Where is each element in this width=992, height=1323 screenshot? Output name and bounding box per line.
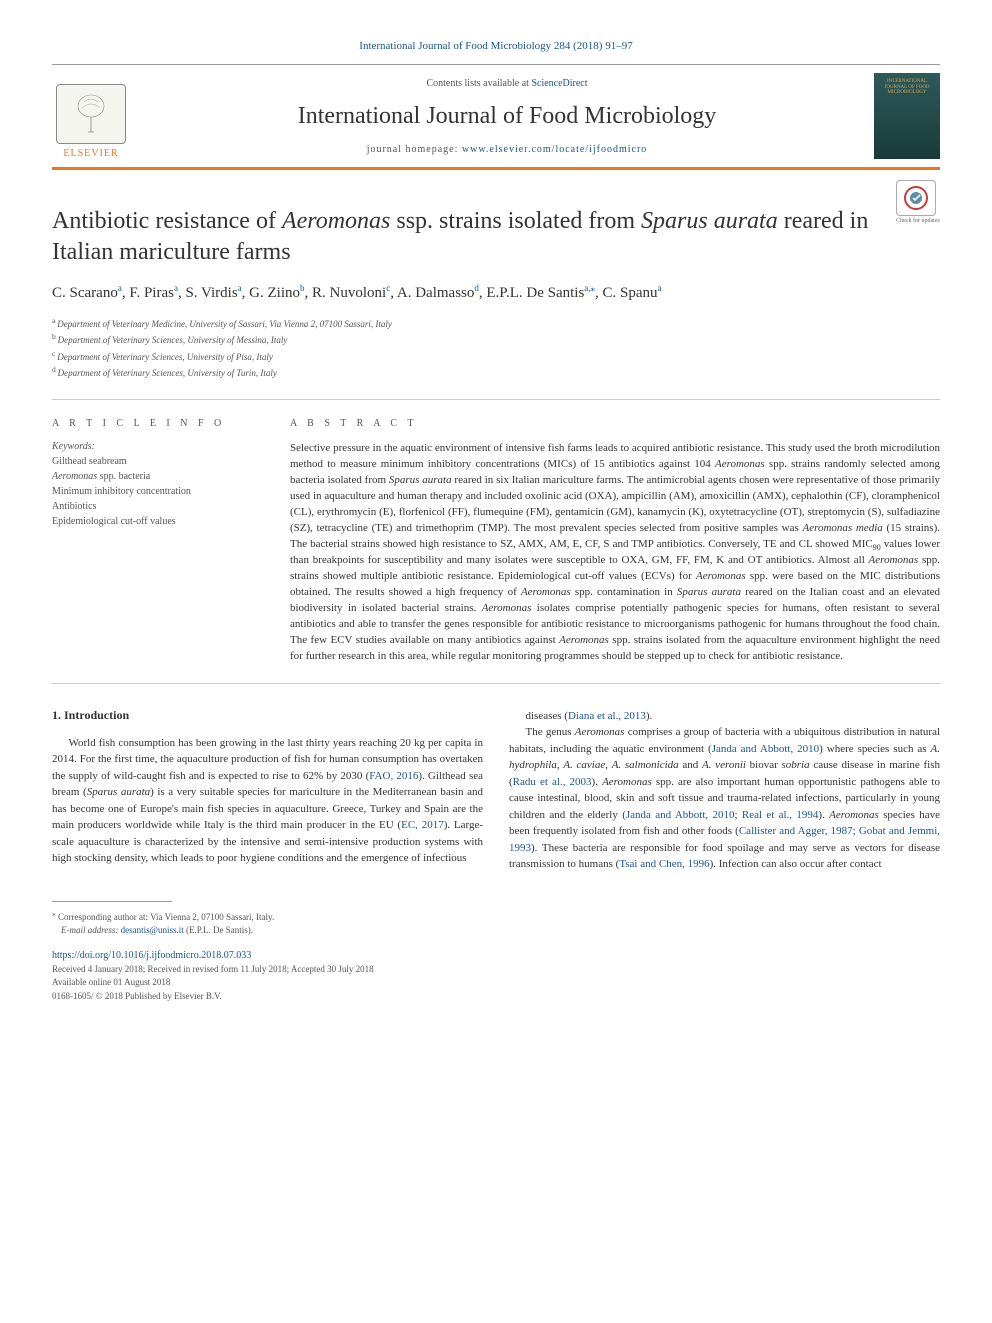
journal-header: ELSEVIER Contents lists available at Sci… [52, 64, 940, 170]
title-text: Antibiotic resistance of [52, 208, 282, 234]
author: R. Nuvolonic [312, 285, 390, 301]
author-affiliation-marker: b [300, 283, 305, 293]
homepage-prefix: journal homepage: [367, 144, 462, 155]
footnotes: ⁎ Corresponding author at: Via Vienna 2,… [52, 908, 940, 938]
email-label: E-mail address: [61, 925, 118, 935]
author-affiliation-marker: c [386, 283, 390, 293]
abstract-heading: A B S T R A C T [290, 418, 940, 429]
body-text-right: diseases (Diana et al., 2013).The genus … [509, 708, 940, 873]
doi-link[interactable]: https://doi.org/10.1016/j.ijfoodmicro.20… [52, 950, 940, 961]
corr-text: Corresponding author at: Via Vienna 2, 0… [58, 912, 274, 922]
affiliation: a Department of Veterinary Medicine, Uni… [52, 315, 940, 332]
email-author: (E.P.L. De Santis). [186, 925, 253, 935]
keyword: Epidemiological cut-off values [52, 514, 264, 529]
publisher-name: ELSEVIER [63, 148, 118, 159]
author-affiliation-marker: a,⁎ [584, 283, 595, 293]
keyword: Minimum inhibitory concentration [52, 484, 264, 499]
homepage-link[interactable]: www.elsevier.com/locate/ijfoodmicro [462, 144, 647, 155]
body-text-left: World fish consumption has been growing … [52, 735, 483, 867]
article-info-column: A R T I C L E I N F O Keywords: Gilthead… [52, 418, 264, 665]
footnote-separator [52, 901, 172, 902]
affiliations-list: a Department of Veterinary Medicine, Uni… [52, 315, 940, 381]
corresponding-author-note: ⁎ Corresponding author at: Via Vienna 2,… [52, 908, 940, 925]
citation-link[interactable]: Tsai and Chen, 1996 [619, 858, 709, 870]
keyword: Antibiotics [52, 499, 264, 514]
cover-title: INTERNATIONAL JOURNAL OF FOOD MICROBIOLO… [876, 79, 938, 96]
affiliation: d Department of Veterinary Sciences, Uni… [52, 364, 940, 381]
email-link[interactable]: desantis@uniss.it [121, 925, 184, 935]
email-line: E-mail address: desantis@uniss.it (E.P.L… [52, 924, 940, 938]
divider [52, 399, 940, 400]
keyword: Gilthead seabream [52, 454, 264, 469]
author: E.P.L. De Santisa,⁎ [486, 285, 595, 301]
citation-link[interactable]: Janda and Abbott, 2010 [712, 743, 819, 755]
contents-prefix: Contents lists available at [426, 78, 531, 89]
article-history: Received 4 January 2018; Received in rev… [52, 963, 940, 1004]
affiliation: b Department of Veterinary Sciences, Uni… [52, 331, 940, 348]
corr-marker: ⁎ [52, 909, 56, 918]
title-row: Antibiotic resistance of Aeromonas ssp. … [52, 176, 940, 268]
citation-link[interactable]: FAO, 2016 [369, 770, 418, 782]
body-columns: 1. Introduction World fish consumption h… [52, 708, 940, 873]
citation-link[interactable]: Radu et al., 2003 [513, 776, 592, 788]
author-affiliation-marker: a [238, 283, 242, 293]
body-left-column: 1. Introduction World fish consumption h… [52, 708, 483, 873]
author-affiliation-marker: a [658, 283, 662, 293]
author-affiliation-marker: d [474, 283, 479, 293]
elsevier-tree-icon [56, 84, 126, 144]
authors-list: C. Scaranoa, F. Pirasa, S. Virdisa, G. Z… [52, 282, 940, 305]
body-right-column: diseases (Diana et al., 2013).The genus … [509, 708, 940, 873]
journal-name: International Journal of Food Microbiolo… [140, 103, 874, 130]
info-abstract-row: A R T I C L E I N F O Keywords: Gilthead… [52, 418, 940, 665]
author: S. Virdisa [185, 285, 241, 301]
history-line: Received 4 January 2018; Received in rev… [52, 963, 940, 977]
keywords-list: Gilthead seabreamAeromonas spp. bacteria… [52, 454, 264, 529]
journal-cover-thumbnail: INTERNATIONAL JOURNAL OF FOOD MICROBIOLO… [874, 73, 940, 159]
citation-link[interactable]: Callister and Agger, 1987 [739, 825, 853, 837]
article-info-heading: A R T I C L E I N F O [52, 418, 264, 429]
title-text: ssp. strains isolated from [390, 208, 641, 234]
title-italic: Aeromonas [282, 208, 390, 234]
title-italic: Sparus aurata [641, 208, 778, 234]
citation-link[interactable]: Gobat and Jemmi, 1993 [509, 825, 940, 854]
header-center: Contents lists available at ScienceDirec… [140, 78, 874, 155]
article-title: Antibiotic resistance of Aeromonas ssp. … [52, 206, 884, 268]
history-line: Available online 01 August 2018 [52, 976, 940, 990]
journal-reference: International Journal of Food Microbiolo… [52, 40, 940, 52]
citation-link[interactable]: EC, 2017 [401, 819, 444, 831]
introduction-heading: 1. Introduction [52, 708, 483, 723]
author-affiliation-marker: a [174, 283, 178, 293]
author: A. Dalmassod [397, 285, 479, 301]
sciencedirect-link[interactable]: ScienceDirect [531, 78, 587, 89]
divider [52, 683, 940, 684]
check-for-updates[interactable]: Check for updates [896, 180, 940, 230]
citation-link[interactable]: Diana et al., 2013 [568, 710, 646, 722]
author-affiliation-marker: a [118, 283, 122, 293]
citation-link[interactable]: Real et al., 1994 [742, 809, 819, 821]
history-line: 0168-1605/ © 2018 Published by Elsevier … [52, 990, 940, 1004]
check-updates-icon [896, 180, 936, 216]
abstract-column: A B S T R A C T Selective pressure in th… [290, 418, 940, 665]
keyword: Aeromonas spp. bacteria [52, 469, 264, 484]
publisher-logo: ELSEVIER [52, 73, 130, 159]
author: C. Spanua [603, 285, 662, 301]
check-updates-label: Check for updates [896, 218, 940, 224]
contents-lists-line: Contents lists available at ScienceDirec… [140, 78, 874, 89]
author: G. Ziinob [249, 285, 304, 301]
keywords-label: Keywords: [52, 441, 264, 452]
journal-homepage-line: journal homepage: www.elsevier.com/locat… [140, 144, 874, 155]
abstract-text: Selective pressure in the aquatic enviro… [290, 441, 940, 665]
author: C. Scaranoa [52, 285, 122, 301]
affiliation: c Department of Veterinary Sciences, Uni… [52, 348, 940, 365]
citation-link[interactable]: Janda and Abbott, 2010 [626, 809, 735, 821]
author: F. Pirasa [129, 285, 178, 301]
